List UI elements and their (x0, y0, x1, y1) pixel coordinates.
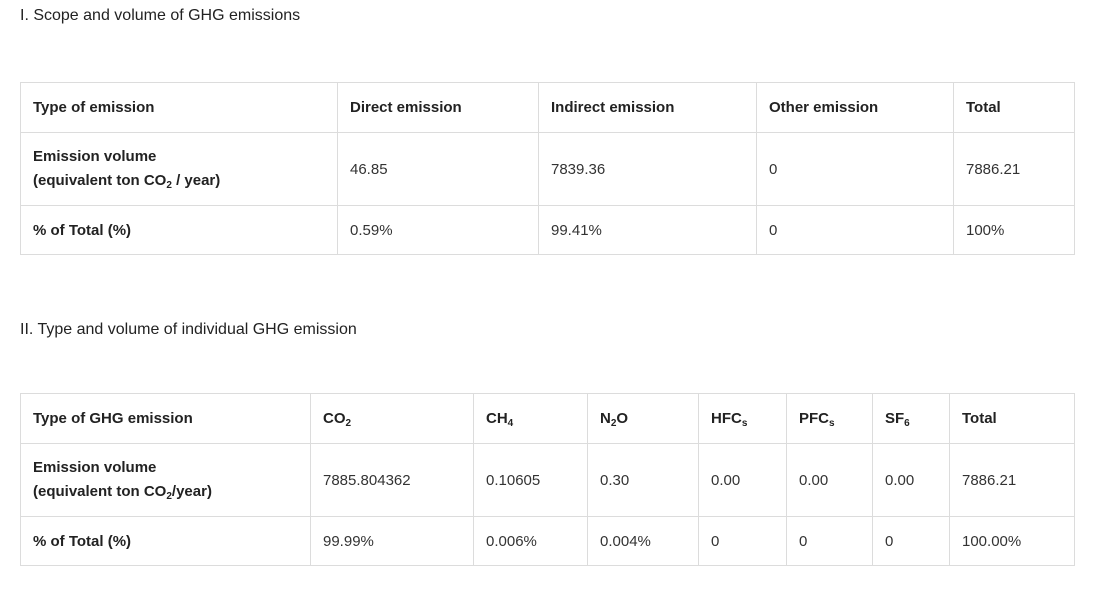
indirect-pct: 99.41% (538, 205, 757, 255)
pct-label: % of Total (%) (20, 516, 311, 566)
total-volume: 7886.21 (949, 443, 1075, 517)
n2o-pct: 0.004% (587, 516, 699, 566)
header-other-emission: Other emission (756, 82, 954, 133)
sf6-volume: 0.00 (872, 443, 950, 517)
total-pct: 100% (953, 205, 1075, 255)
pfcs-pct: 0 (786, 516, 873, 566)
header-co2: CO2 (310, 393, 474, 444)
other-volume: 0 (756, 132, 954, 206)
header-total: Total (949, 393, 1075, 444)
hfcs-volume: 0.00 (698, 443, 787, 517)
header-direct-emission: Direct emission (337, 82, 539, 133)
header-type-of-emission: Type of emission (20, 82, 338, 133)
pfcs-volume: 0.00 (786, 443, 873, 517)
emission-volume-label: Emission volume (equivalent ton CO2/year… (20, 443, 311, 517)
header-total: Total (953, 82, 1075, 133)
table-row: Emission volume (equivalent ton CO2 / ye… (20, 132, 1075, 206)
header-indirect-emission: Indirect emission (538, 82, 757, 133)
header-ch4: CH4 (473, 393, 588, 444)
indirect-volume: 7839.36 (538, 132, 757, 206)
ghg-type-table: Type of GHG emission CO2 CH4 N2O HFCs PF… (20, 393, 1075, 566)
table-row: % of Total (%) 0.59% 99.41% 0 100% (20, 205, 1075, 255)
pct-label: % of Total (%) (20, 205, 338, 255)
table-row: Emission volume (equivalent ton CO2/year… (20, 443, 1075, 517)
ch4-pct: 0.006% (473, 516, 588, 566)
header-pfcs: PFCs (786, 393, 873, 444)
ch4-volume: 0.10605 (473, 443, 588, 517)
header-n2o: N2O (587, 393, 699, 444)
co2-pct: 99.99% (310, 516, 474, 566)
direct-volume: 46.85 (337, 132, 539, 206)
n2o-volume: 0.30 (587, 443, 699, 517)
table-row: % of Total (%) 99.99% 0.006% 0.004% 0 0 … (20, 516, 1075, 566)
section-1-title: I. Scope and volume of GHG emissions (20, 7, 301, 24)
header-sf6: SF6 (872, 393, 950, 444)
header-type-of-ghg: Type of GHG emission (20, 393, 311, 444)
direct-pct: 0.59% (337, 205, 539, 255)
co2-volume: 7885.804362 (310, 443, 474, 517)
emission-scope-table: Type of emission Direct emission Indirec… (20, 82, 1075, 255)
emission-volume-label: Emission volume (equivalent ton CO2 / ye… (20, 132, 338, 206)
total-pct: 100.00% (949, 516, 1075, 566)
section-2-title: II. Type and volume of individual GHG em… (20, 321, 357, 338)
sf6-pct: 0 (872, 516, 950, 566)
table-header-row: Type of emission Direct emission Indirec… (20, 82, 1075, 133)
total-volume: 7886.21 (953, 132, 1075, 206)
header-hfcs: HFCs (698, 393, 787, 444)
table-header-row: Type of GHG emission CO2 CH4 N2O HFCs PF… (20, 393, 1075, 444)
hfcs-pct: 0 (698, 516, 787, 566)
other-pct: 0 (756, 205, 954, 255)
